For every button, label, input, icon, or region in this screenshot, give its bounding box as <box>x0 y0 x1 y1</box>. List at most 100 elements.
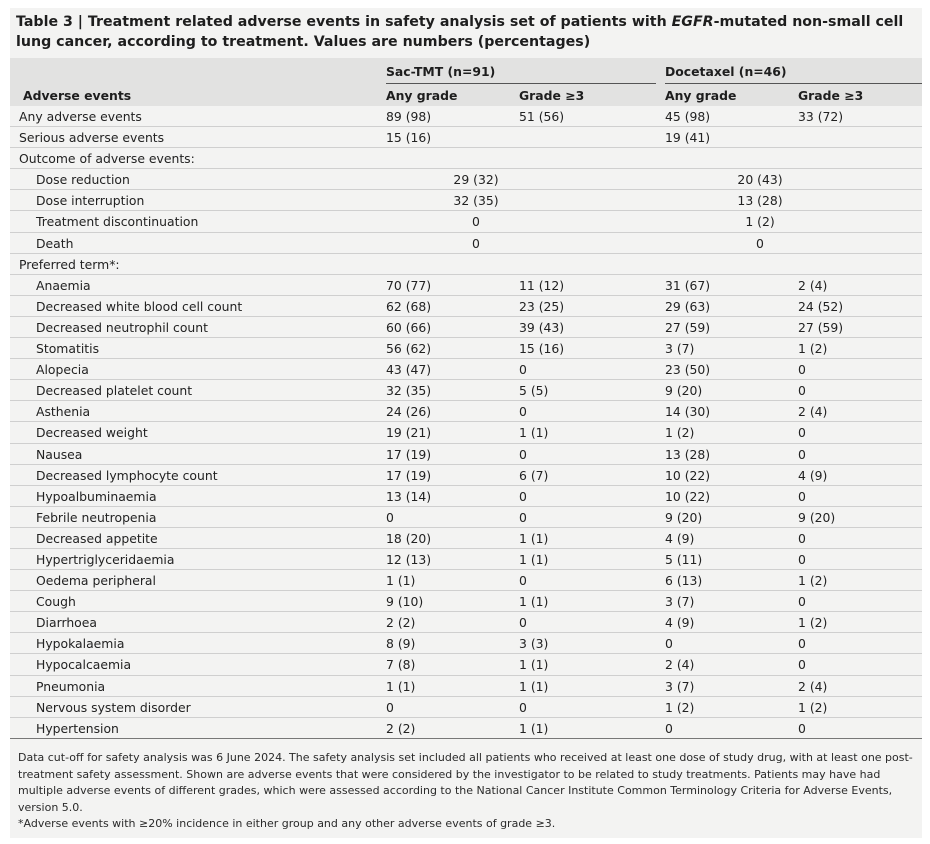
table-header: Sac-TMT (n=91) Docetaxel (n=46) Adverse … <box>10 58 922 106</box>
row-label: Decreased weight <box>36 425 148 441</box>
cell-sac-tmt-merged: 0 <box>472 235 480 251</box>
table-row: Nausea 17 (19) 0 13 (28) 0 <box>10 444 922 465</box>
cell-sac-tmt-grade3: 11 (12) <box>519 277 565 293</box>
cell-docetaxel-grade3: 2 (4) <box>798 678 828 694</box>
cell-sac-tmt-grade3: 0 <box>519 699 527 715</box>
cell-docetaxel-grade3: 0 <box>798 636 806 652</box>
cell-docetaxel-any: 23 (50) <box>665 362 711 378</box>
table-row: Decreased neutrophil count 60 (66) 39 (43)… <box>10 317 922 339</box>
cell-docetaxel-any: 29 (63) <box>665 298 711 314</box>
cell-sac-tmt-any: 12 (13) <box>386 551 432 567</box>
row-label: Asthenia <box>36 404 91 420</box>
table-card: Table 3 | Treatment related adverse even… <box>10 8 922 838</box>
cell-docetaxel-any: 31 (67) <box>665 277 711 293</box>
cell-docetaxel-grade3: 0 <box>798 720 806 736</box>
table-row: Serious adverse events 15 (16) 19 (41) <box>10 127 922 149</box>
cell-docetaxel-merged: 1 (2) <box>745 214 775 230</box>
cell-docetaxel-grade3: 0 <box>798 530 806 546</box>
cell-sac-tmt-any: 2 (2) <box>386 720 416 736</box>
cell-sac-tmt-grade3: 15 (16) <box>519 341 565 357</box>
table-row: Any adverse events 89 (98) 51 (56) 45 (98) 3… <box>10 106 922 128</box>
cell-docetaxel-any: 9 (20) <box>665 509 703 525</box>
group-rule-docetaxel <box>665 83 922 84</box>
col-header-grade3-2: Grade ≥3 <box>798 88 864 103</box>
row-label: Cough <box>36 594 76 610</box>
cell-docetaxel-any: 19 (41) <box>665 130 711 146</box>
cell-docetaxel-grade3: 1 (2) <box>798 341 828 357</box>
row-label: Preferred term*: <box>19 256 120 272</box>
table-row: Decreased appetite 18 (20) 1 (1) 4 (9) 0 <box>10 528 922 549</box>
cell-sac-tmt-grade3: 0 <box>519 362 527 378</box>
cell-docetaxel-any: 6 (13) <box>665 573 703 589</box>
cell-sac-tmt-any: 17 (19) <box>386 446 432 462</box>
cell-sac-tmt-any: 15 (16) <box>386 130 432 146</box>
cell-sac-tmt-any: 7 (8) <box>386 657 416 673</box>
cell-docetaxel-grade3: 0 <box>798 425 806 441</box>
cell-docetaxel-any: 0 <box>665 720 673 736</box>
row-label: Febrile neutropenia <box>36 509 157 525</box>
cell-sac-tmt-grade3: 5 (5) <box>519 383 549 399</box>
row-label: Diarrhoea <box>36 615 97 631</box>
table-row: Asthenia 24 (26) 0 14 (30) 2 (4) <box>10 401 922 423</box>
cell-docetaxel-any: 3 (7) <box>665 594 695 610</box>
row-label: Hypertriglyceridaemia <box>36 551 175 567</box>
cell-sac-tmt-any: 1 (1) <box>386 678 416 694</box>
cell-docetaxel-grade3: 2 (4) <box>798 277 828 293</box>
cell-docetaxel-any: 3 (7) <box>665 341 695 357</box>
cell-sac-tmt-any: 70 (77) <box>386 277 432 293</box>
table-row: Nervous system disorder 0 0 1 (2) 1 (2) <box>10 697 922 718</box>
cell-sac-tmt-grade3: 1 (1) <box>519 425 549 441</box>
row-label: Nausea <box>36 446 83 462</box>
title-prefix: Table 3 | Treatment related adverse even… <box>16 14 672 30</box>
cell-docetaxel-merged: 13 (28) <box>737 193 783 209</box>
cell-sac-tmt-grade3: 0 <box>519 573 527 589</box>
table-row: Death 0 0 <box>10 233 922 254</box>
row-label: Treatment discontinuation <box>36 214 199 230</box>
cell-sac-tmt-any: 18 (20) <box>386 530 432 546</box>
row-label: Decreased platelet count <box>36 383 193 399</box>
row-label: Hypertension <box>36 720 119 736</box>
footnote-asterisk: *Adverse events with ≥20% incidence in e… <box>18 817 556 831</box>
row-label: Stomatitis <box>36 341 100 357</box>
cell-sac-tmt-grade3: 39 (43) <box>519 319 565 335</box>
cell-sac-tmt-grade3: 3 (3) <box>519 636 549 652</box>
cell-docetaxel-any: 9 (20) <box>665 383 703 399</box>
cell-docetaxel-any: 1 (2) <box>665 425 695 441</box>
cell-sac-tmt-any: 89 (98) <box>386 109 432 124</box>
cell-docetaxel-any: 14 (30) <box>665 404 711 420</box>
row-label: Outcome of adverse events: <box>19 151 195 167</box>
cell-docetaxel-grade3: 9 (20) <box>798 509 836 525</box>
cell-sac-tmt-any: 0 <box>386 699 394 715</box>
table-row: Decreased weight 19 (21) 1 (1) 1 (2) 0 <box>10 422 922 444</box>
cell-docetaxel-merged: 20 (43) <box>737 172 783 188</box>
cell-sac-tmt-any: 17 (19) <box>386 467 432 483</box>
cell-docetaxel-grade3: 27 (59) <box>798 319 844 335</box>
row-label: Oedema peripheral <box>36 573 156 589</box>
cell-docetaxel-any: 10 (22) <box>665 488 711 504</box>
table-row: Outcome of adverse events: <box>10 148 922 170</box>
title-suffix: -mutated non-small cell lung cancer, acc… <box>16 14 904 50</box>
cell-docetaxel-grade3: 33 (72) <box>798 109 844 124</box>
cell-sac-tmt-any: 2 (2) <box>386 615 416 631</box>
cell-sac-tmt-any: 62 (68) <box>386 298 432 314</box>
cell-sac-tmt-grade3: 6 (7) <box>519 467 549 483</box>
cell-docetaxel-any: 45 (98) <box>665 109 711 124</box>
table-row: Hypertension 2 (2) 1 (1) 0 0 <box>10 718 922 739</box>
cell-docetaxel-grade3: 1 (2) <box>798 699 828 715</box>
row-label: Hypokalaemia <box>36 636 125 652</box>
row-label: Serious adverse events <box>19 130 165 146</box>
cell-docetaxel-grade3: 0 <box>798 362 806 378</box>
row-label: Pneumonia <box>36 678 106 694</box>
row-label: Alopecia <box>36 362 89 378</box>
table-row: Dose interruption 32 (35) 13 (28) <box>10 190 922 212</box>
cell-sac-tmt-grade3: 1 (1) <box>519 594 549 610</box>
cell-docetaxel-grade3: 0 <box>798 446 806 462</box>
cell-sac-tmt-any: 56 (62) <box>386 341 432 357</box>
row-label: Dose interruption <box>36 193 145 209</box>
cell-sac-tmt-merged: 0 <box>472 214 480 230</box>
table-row: Pneumonia 1 (1) 1 (1) 3 (7) 2 (4) <box>10 676 922 697</box>
cell-sac-tmt-any: 60 (66) <box>386 319 432 335</box>
table-row: Oedema peripheral 1 (1) 0 6 (13) 1 (2) <box>10 570 922 592</box>
row-label: Dose reduction <box>36 172 130 188</box>
cell-docetaxel-grade3: 0 <box>798 657 806 673</box>
